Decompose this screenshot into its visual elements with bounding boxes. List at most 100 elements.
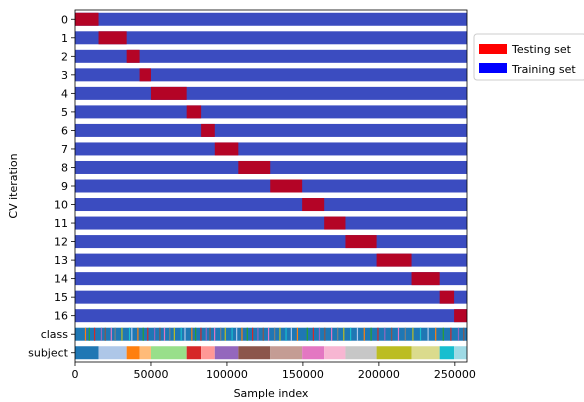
training-bar [75,49,467,63]
class-marker [110,327,112,341]
subject-segment [98,346,127,360]
subject-segment [214,346,239,360]
testing-bar [439,290,455,304]
y-tick-label: 3 [61,69,68,82]
class-marker [142,327,144,341]
class-marker [205,327,207,341]
testing-bar [98,31,127,45]
y-tick-label: 2 [61,50,68,63]
training-bar [75,68,467,82]
x-axis-label: Sample index [234,387,309,400]
class-marker [290,327,292,341]
training-bar [75,31,467,45]
subject-segment [345,346,377,360]
testing-bar [139,68,151,82]
subject-segment [439,346,455,360]
x-tick-label: 150000 [282,368,324,381]
subject-segment [454,346,467,360]
class-marker [154,327,156,341]
class-marker [100,327,103,341]
class-marker [427,327,429,341]
class-marker [274,327,276,341]
class-marker [412,327,414,341]
class-marker [195,327,197,341]
subject-segment [186,346,202,360]
class-marker [306,327,308,341]
class-marker [121,327,123,341]
class-marker [147,327,149,341]
class-marker [435,327,437,341]
y-tick-label: 10 [54,199,68,212]
legend: Testing set Training set [473,33,584,81]
class-marker [220,327,222,341]
training-bar [75,123,467,137]
class-marker [93,327,96,341]
class-marker [246,327,248,341]
y-tick-label: 7 [61,143,68,156]
x-axis: 0 50000 100000 150000 200000 250000 [72,362,476,381]
y-tick-label: 16 [54,310,68,323]
class-marker [84,327,87,341]
y-axis-label: CV iteration [7,153,20,218]
class-marker [88,327,90,341]
testing-bar [126,49,140,63]
y-tick-label: 11 [54,217,68,230]
class-marker [363,327,365,341]
class-marker [324,327,326,341]
testing-bar [270,179,303,193]
x-tick-label: 100000 [206,368,248,381]
x-tick-label: 200000 [358,368,400,381]
class-marker [419,327,422,341]
class-marker [200,327,202,341]
testing-bar [186,105,202,119]
testing-bar [454,309,467,323]
class-marker [331,327,333,341]
training-bar [75,160,467,174]
class-marker [231,327,233,341]
y-tick-label: 15 [54,291,68,304]
testing-bar [345,235,377,249]
class-marker [163,327,166,341]
training-bar [75,216,467,230]
class-marker [191,327,193,341]
testing-bar [302,198,325,212]
training-bar [75,105,467,119]
class-bar [75,327,467,341]
class-marker [137,327,139,341]
training-bar [75,290,467,304]
class-marker [252,327,254,341]
y-tick-label: 12 [54,236,68,249]
class-marker [169,327,171,341]
subject-segment [270,346,303,360]
class-marker [262,327,264,341]
class-marker [236,327,238,341]
class-marker [173,327,175,341]
testing-bar [376,253,412,267]
y-tick-label: 5 [61,106,68,119]
y-tick-label: 13 [54,254,68,267]
training-bar [75,235,467,249]
testing-bar [214,142,239,156]
class-marker [463,327,465,341]
y-tick-label: 9 [61,180,68,193]
legend-swatch-testing [479,44,507,54]
subject-segment [75,346,99,360]
class-marker [318,327,321,341]
training-bar [75,253,467,267]
legend-swatch-training [479,63,507,73]
training-bar [75,198,467,212]
testing-bar [201,123,215,137]
class-marker [257,327,259,341]
class-marker [450,327,452,341]
subject-segment [411,346,440,360]
legend-label-testing: Testing set [511,43,572,56]
testing-bar [238,160,271,174]
class-marker [209,327,211,341]
class-marker [214,327,216,341]
training-bar [75,309,467,323]
class-marker [267,327,270,341]
class-marker [343,327,345,341]
testing-bar [411,272,440,286]
subject-segment [302,346,325,360]
